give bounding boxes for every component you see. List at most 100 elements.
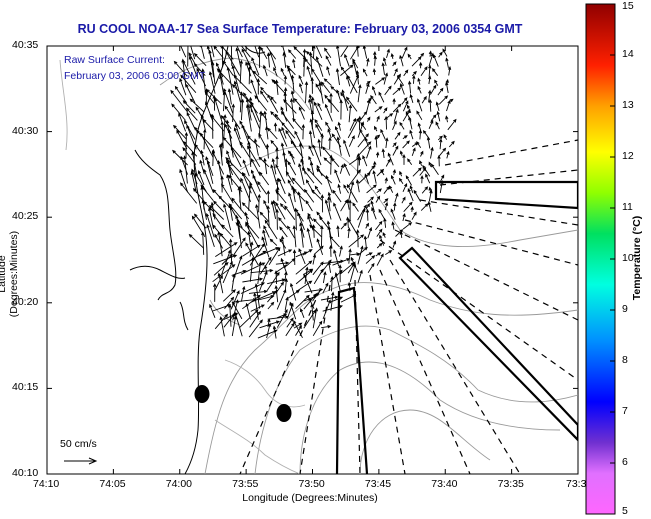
current-vector (405, 110, 412, 122)
current-vector (331, 157, 340, 168)
current-vector (394, 192, 399, 203)
current-vector (284, 271, 288, 282)
current-vector (396, 75, 405, 86)
current-vector (362, 68, 368, 77)
current-vector (328, 244, 333, 257)
current-vector (340, 46, 349, 58)
current-vector (227, 163, 242, 183)
current-vector (234, 123, 241, 140)
current-vector (245, 302, 251, 320)
current-vector (366, 184, 377, 194)
current-vector (389, 185, 394, 193)
current-vector (337, 183, 342, 194)
current-vector (267, 127, 278, 140)
current-vector (316, 168, 333, 184)
current-vector (402, 135, 408, 140)
current-vector (383, 107, 388, 114)
current-vector (184, 131, 189, 159)
current-vector (262, 229, 268, 246)
current-vector (363, 235, 368, 248)
current-vector (399, 54, 404, 67)
current-vector (327, 261, 332, 273)
current-vector (332, 189, 342, 203)
current-vector (428, 161, 432, 168)
current-vector (326, 65, 331, 76)
current-vector (305, 50, 323, 67)
current-vector (420, 66, 428, 77)
x-tick-label: 73:3 (566, 478, 587, 490)
current-vector (213, 283, 217, 302)
current-vector (347, 75, 358, 94)
colorbar-tick-label: 8 (622, 354, 628, 366)
current-vector (248, 319, 263, 338)
current-vector (417, 122, 422, 131)
current-vector (329, 154, 333, 175)
current-vector (278, 177, 286, 195)
colorbar-tick-label: 5 (622, 505, 628, 517)
colorbar-tick-label: 10 (622, 252, 634, 264)
current-vector (308, 93, 313, 104)
current-vector (276, 289, 287, 310)
x-tick-label: 73:35 (497, 478, 524, 490)
current-vector (409, 129, 414, 140)
current-vector (285, 129, 297, 147)
current-vector (254, 95, 268, 111)
current-vector (329, 235, 340, 248)
current-vector (370, 94, 377, 105)
current-vector (418, 61, 423, 69)
x-tick-label: 74:10 (33, 478, 60, 490)
current-vector (320, 194, 325, 213)
current-vector (349, 74, 359, 94)
current-vector (298, 248, 306, 265)
current-vector (282, 51, 287, 68)
current-vector (225, 156, 243, 175)
current-vector (266, 271, 280, 292)
current-vector (278, 127, 288, 147)
current-vector (210, 201, 216, 220)
current-vector (333, 249, 340, 267)
current-vector (241, 202, 260, 221)
current-vector (405, 175, 412, 186)
current-vector (343, 139, 351, 157)
current-vector (356, 229, 360, 248)
current-vector (422, 164, 431, 177)
current-vector (390, 174, 396, 185)
current-vector (242, 159, 250, 177)
current-vector (212, 213, 225, 230)
scale-label: 50 cm/s (60, 438, 97, 450)
current-vector (176, 129, 188, 150)
current-vector (226, 66, 234, 95)
current-vector (393, 202, 397, 211)
current-vector (247, 145, 261, 168)
current-vector (392, 168, 397, 176)
current-vector (257, 193, 261, 213)
current-vector (190, 46, 196, 60)
current-vector (447, 118, 457, 131)
current-vector (345, 96, 358, 112)
radar-site-marker (276, 404, 292, 422)
current-vector (273, 80, 287, 95)
current-vector (276, 186, 280, 201)
current-vector (347, 218, 360, 238)
current-vector (319, 216, 330, 230)
current-vector (171, 103, 186, 121)
current-vector (357, 156, 362, 166)
current-vector (205, 101, 214, 123)
colorbar-tick-label: 9 (622, 303, 628, 315)
current-vector (333, 202, 342, 221)
current-vector (367, 226, 373, 239)
current-vector (248, 184, 252, 211)
current-vector (427, 201, 432, 212)
current-vector (251, 57, 260, 76)
current-vector (222, 261, 233, 284)
current-vector (334, 125, 341, 139)
current-vector (239, 120, 250, 139)
current-vector (393, 68, 398, 77)
current-vector (282, 151, 287, 167)
current-vector (407, 158, 413, 165)
current-vector (187, 46, 189, 67)
current-vector (426, 136, 431, 149)
current-vector (367, 196, 375, 203)
current-vector (417, 85, 422, 94)
current-vector (200, 149, 205, 166)
